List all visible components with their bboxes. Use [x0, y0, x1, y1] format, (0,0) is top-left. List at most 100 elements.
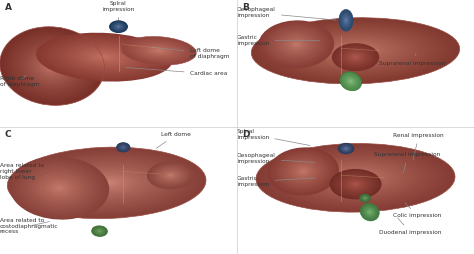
Ellipse shape [341, 73, 361, 90]
Ellipse shape [275, 31, 318, 58]
Ellipse shape [56, 40, 152, 74]
Ellipse shape [93, 227, 106, 236]
Ellipse shape [121, 146, 125, 149]
Ellipse shape [29, 49, 75, 83]
Text: A: A [5, 3, 12, 11]
Ellipse shape [46, 36, 163, 78]
Ellipse shape [344, 17, 348, 24]
Ellipse shape [345, 148, 347, 149]
Ellipse shape [56, 186, 62, 190]
Ellipse shape [9, 156, 109, 220]
Ellipse shape [270, 148, 441, 208]
Ellipse shape [47, 162, 166, 204]
Ellipse shape [337, 45, 374, 57]
Ellipse shape [364, 198, 366, 199]
Ellipse shape [340, 12, 352, 29]
Text: C: C [5, 130, 11, 138]
Ellipse shape [289, 40, 303, 49]
Ellipse shape [111, 22, 126, 31]
Ellipse shape [328, 168, 383, 187]
Ellipse shape [288, 161, 319, 182]
Ellipse shape [340, 145, 352, 153]
Ellipse shape [297, 167, 310, 176]
Ellipse shape [346, 52, 365, 63]
Ellipse shape [150, 163, 191, 187]
Ellipse shape [121, 37, 196, 65]
Ellipse shape [15, 160, 104, 216]
Text: Splral
impression: Splral impression [102, 1, 135, 24]
Ellipse shape [81, 49, 128, 66]
Text: Cardiac area: Cardiac area [126, 68, 227, 76]
Ellipse shape [274, 152, 332, 191]
Ellipse shape [341, 13, 351, 28]
Ellipse shape [333, 170, 378, 186]
Ellipse shape [87, 51, 121, 63]
Ellipse shape [339, 11, 352, 30]
Ellipse shape [20, 163, 98, 213]
Ellipse shape [367, 210, 372, 214]
Ellipse shape [36, 33, 173, 82]
Ellipse shape [8, 33, 96, 99]
Ellipse shape [315, 164, 396, 192]
Ellipse shape [327, 42, 384, 60]
Ellipse shape [84, 50, 125, 65]
Ellipse shape [169, 174, 173, 176]
Ellipse shape [339, 144, 353, 153]
Ellipse shape [94, 54, 115, 61]
Ellipse shape [361, 195, 369, 201]
Text: Gastric
impression: Gastric impression [237, 176, 315, 187]
Ellipse shape [361, 204, 378, 220]
Ellipse shape [299, 33, 412, 69]
Text: Suprarenal impression: Suprarenal impression [374, 152, 441, 172]
Ellipse shape [39, 34, 169, 80]
Ellipse shape [360, 194, 370, 202]
Ellipse shape [63, 167, 150, 199]
Ellipse shape [283, 153, 428, 203]
Ellipse shape [162, 170, 179, 180]
Ellipse shape [277, 33, 315, 56]
Ellipse shape [142, 44, 175, 57]
Ellipse shape [109, 20, 128, 33]
Ellipse shape [70, 45, 138, 69]
Ellipse shape [7, 147, 206, 219]
Text: Splnal
impression: Splnal impression [237, 129, 310, 146]
Ellipse shape [53, 39, 155, 75]
Ellipse shape [344, 147, 348, 150]
Ellipse shape [364, 206, 376, 218]
Ellipse shape [282, 35, 310, 54]
Ellipse shape [345, 19, 346, 21]
Ellipse shape [26, 167, 92, 209]
Ellipse shape [351, 54, 360, 60]
Ellipse shape [279, 151, 432, 204]
Ellipse shape [164, 171, 177, 179]
Ellipse shape [350, 81, 352, 82]
Ellipse shape [342, 14, 350, 27]
Ellipse shape [2, 28, 102, 104]
Ellipse shape [134, 41, 184, 60]
Ellipse shape [27, 154, 186, 212]
Ellipse shape [18, 41, 86, 91]
Ellipse shape [37, 174, 82, 202]
Ellipse shape [256, 144, 455, 212]
Ellipse shape [34, 172, 84, 204]
Ellipse shape [29, 169, 90, 207]
Ellipse shape [261, 21, 450, 81]
Text: Renal impression: Renal impression [393, 133, 444, 160]
Ellipse shape [261, 145, 450, 211]
Ellipse shape [128, 39, 190, 63]
Text: Gastric
impression: Gastric impression [237, 35, 319, 46]
Text: Suprarenal impression: Suprarenal impression [379, 53, 446, 66]
Ellipse shape [91, 52, 118, 62]
Ellipse shape [342, 146, 350, 151]
Ellipse shape [345, 178, 366, 190]
Ellipse shape [99, 180, 115, 186]
Ellipse shape [44, 60, 61, 72]
Ellipse shape [159, 168, 182, 182]
Ellipse shape [21, 42, 83, 90]
Ellipse shape [12, 36, 92, 96]
Ellipse shape [301, 159, 410, 197]
Ellipse shape [346, 77, 356, 85]
Ellipse shape [122, 146, 125, 148]
Ellipse shape [365, 208, 374, 216]
Ellipse shape [360, 203, 379, 221]
